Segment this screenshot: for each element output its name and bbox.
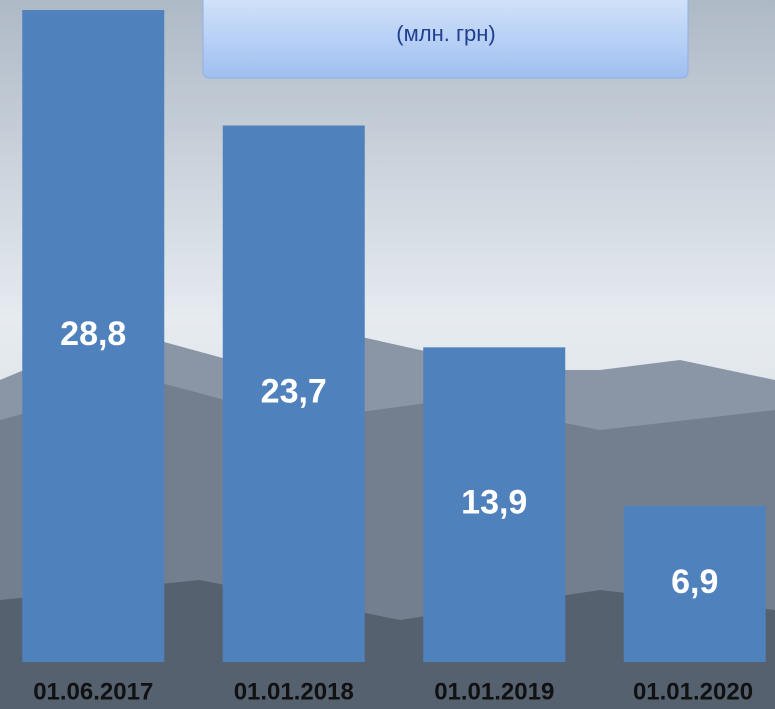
chart-subtitle: (млн. грн) [396, 21, 495, 46]
value-label: 28,8 [60, 315, 126, 353]
bar [222, 125, 365, 663]
bar [423, 347, 566, 662]
value-label: 23,7 [261, 373, 327, 411]
value-label: 13,9 [461, 484, 527, 522]
x-tick-label: 01.01.2018 [234, 678, 354, 705]
x-tick-label: 01.01.2020 [633, 678, 753, 705]
title-box [202, 0, 689, 79]
foreground [0, 580, 775, 709]
x-tick-label: 01.06.2017 [33, 678, 153, 705]
bar [22, 10, 165, 662]
bar [623, 505, 766, 662]
x-tick-label: 01.01.2019 [434, 678, 554, 705]
value-label: 6,9 [671, 563, 718, 601]
